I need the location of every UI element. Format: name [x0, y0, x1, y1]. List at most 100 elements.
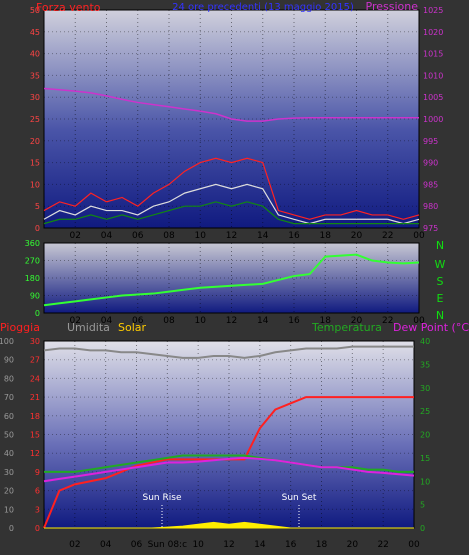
y-tick-label: 40 [30, 50, 40, 59]
series-pressure [43, 87, 419, 122]
plot-bg-bottom [43, 340, 415, 529]
temp-tick-label: 20 [420, 431, 430, 440]
x-tick-label: 08 [163, 316, 175, 326]
x-tick-label: 16 [288, 316, 300, 326]
compass-n-top: N [436, 239, 444, 252]
x-tick-label: 02 [70, 316, 81, 326]
compass-w: W [435, 258, 446, 271]
series-direction [43, 253, 420, 307]
series-dewpointc [43, 456, 415, 483]
x-tick-label: 04 [100, 540, 112, 550]
x-tick-label: 06 [132, 316, 144, 326]
x-tick-label: 00 [413, 231, 425, 241]
y-tick-label: 50 [4, 431, 14, 440]
y-tick-label: 20 [4, 487, 14, 496]
temp-tick-label: 25 [420, 407, 430, 416]
temp-tick-label: 30 [420, 384, 430, 393]
rain-tick-label: 15 [30, 431, 40, 440]
y-tick-label: 270 [25, 257, 40, 266]
y-tick-label: 30 [30, 93, 40, 102]
temp-tick-label: 0 [420, 524, 425, 533]
series-gust [43, 157, 420, 220]
rain-tick-label: 12 [30, 449, 40, 458]
temp-tick-label: 40 [420, 337, 430, 346]
y-tick-label: 70 [4, 393, 14, 402]
x-tick-label: 20 [347, 540, 359, 550]
y2-tick-label: 1025 [423, 6, 443, 15]
temp-tick-label: 15 [420, 454, 430, 463]
rain-tick-label: 27 [30, 356, 40, 365]
x-tick-label: 12 [226, 316, 237, 326]
series-temperatura [44, 454, 414, 473]
legend-umidita: Umidita [67, 321, 110, 334]
compass-e: E [437, 292, 444, 305]
rain-tick-label: 9 [35, 468, 40, 477]
x-tick-label: 16 [285, 540, 297, 550]
rain-tick-label: 0 [35, 524, 40, 533]
x-tick-label: 06 [131, 540, 143, 550]
legend-solar: Solar [118, 321, 147, 334]
series-wind [43, 201, 419, 225]
x-tick-label: 14 [257, 231, 269, 241]
y-tick-label: 15 [30, 159, 40, 168]
y-tick-label: 45 [30, 28, 40, 37]
y-tick-label: 100 [0, 337, 14, 346]
y2-tick-label: 980 [423, 202, 438, 211]
x-tick-label: 08 [163, 231, 175, 241]
x-tick-label: 12 [226, 231, 237, 241]
x-tick-label: 22 [382, 231, 393, 241]
compass-s: S [437, 275, 444, 288]
y-tick-label: 20 [30, 137, 40, 146]
y-tick-label: 35 [30, 71, 40, 80]
right-axis-label: Pressione [366, 0, 419, 13]
y2-tick-label: 975 [423, 224, 438, 233]
y-tick-label: 0 [35, 309, 40, 318]
x-tick-label: 22 [377, 540, 388, 550]
y-tick-label: 60 [4, 412, 14, 421]
x-tick-label: 10 [195, 231, 207, 241]
temp-tick-label: 35 [420, 360, 430, 369]
temp-tick-label: 10 [420, 477, 430, 486]
x-tick-label: 14 [257, 316, 269, 326]
legend-pioggia: Pioggia [0, 321, 40, 334]
x-tick-label: 02 [70, 231, 81, 241]
y2-tick-label: 995 [423, 137, 438, 146]
legend-dew-point: Dew Point (°C) [393, 321, 469, 334]
sunset-label: Sun Set [282, 493, 317, 503]
rain-tick-label: 24 [30, 374, 40, 383]
y2-tick-label: 1005 [423, 93, 443, 102]
series-average [43, 183, 420, 225]
rain-tick-label: 18 [30, 412, 40, 421]
sunrise-label: Sun Rise [143, 493, 182, 503]
temp-tick-label: 5 [420, 501, 425, 510]
series-umidita [43, 345, 414, 359]
y-tick-label: 50 [30, 6, 40, 15]
x-tick-label: 10 [195, 316, 207, 326]
y-tick-label: 0 [9, 524, 14, 533]
y-tick-label: 30 [4, 468, 14, 477]
x-tick-label: 20 [351, 316, 363, 326]
x-tick-label: 16 [288, 231, 300, 241]
y2-tick-label: 1015 [423, 50, 443, 59]
y-tick-label: 80 [4, 374, 14, 383]
x-tick-label: 22 [382, 316, 393, 326]
x-tick-label: 04 [101, 316, 113, 326]
rain-tick-label: 21 [30, 393, 40, 402]
rain-tick-label: 30 [30, 337, 40, 346]
x-tick-label: Sun 08:c [148, 540, 187, 550]
x-tick-label: 02 [69, 540, 80, 550]
y2-tick-label: 1000 [423, 115, 443, 124]
y2-tick-label: 990 [423, 159, 438, 168]
rain-tick-label: 6 [35, 487, 40, 496]
x-tick-label: 18 [316, 540, 328, 550]
compass-n-bottom: N [436, 309, 444, 322]
y-tick-label: 90 [4, 356, 14, 365]
x-tick-label: 10 [192, 540, 204, 550]
y-tick-label: 25 [30, 115, 40, 124]
x-tick-label: 06 [132, 231, 144, 241]
x-tick-label: 04 [101, 231, 113, 241]
x-tick-label: 12 [223, 540, 234, 550]
y-tick-label: 180 [25, 274, 40, 283]
